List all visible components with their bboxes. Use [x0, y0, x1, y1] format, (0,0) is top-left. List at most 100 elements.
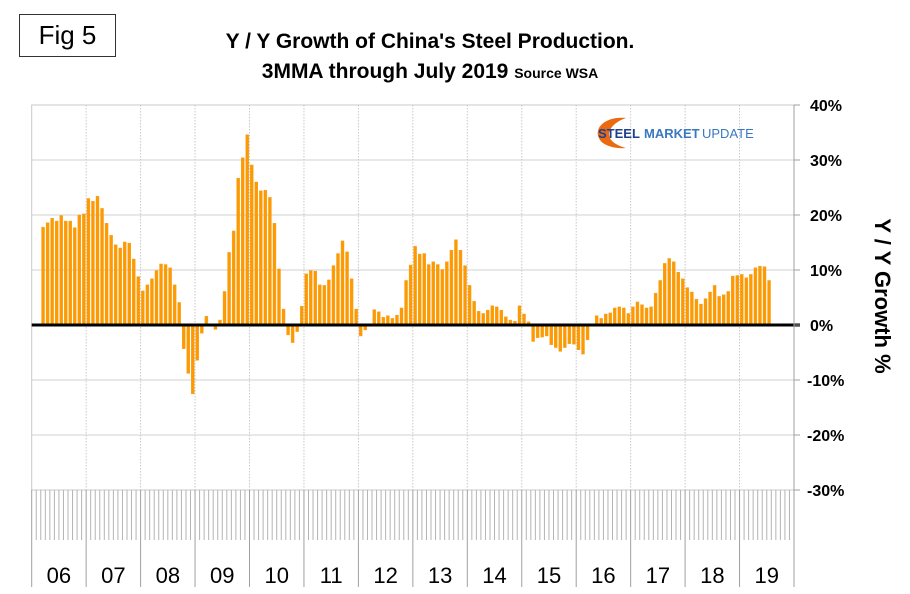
bar	[68, 220, 72, 326]
bar	[531, 324, 535, 342]
x-tick-label: 06	[47, 563, 71, 588]
bar	[254, 181, 259, 326]
bar	[549, 324, 553, 345]
bar	[572, 324, 576, 345]
bar	[177, 302, 181, 326]
bar	[445, 261, 449, 326]
bar	[726, 291, 730, 326]
bar	[113, 244, 118, 326]
y-axis-title: Y / Y Growth %	[870, 218, 895, 373]
bar	[159, 263, 163, 326]
bar	[635, 301, 640, 326]
bar	[499, 309, 504, 326]
bar	[168, 267, 172, 326]
x-tick-label: 11	[320, 563, 343, 588]
bar	[413, 246, 417, 326]
bar	[222, 291, 227, 326]
bar	[708, 291, 712, 326]
chart-title-block: Y / Y Growth of China's Steel Production…	[150, 27, 710, 88]
x-tick-label: 10	[264, 563, 288, 588]
year-ticks	[31, 490, 795, 587]
bar	[617, 306, 622, 326]
bar	[644, 307, 649, 326]
bar	[59, 215, 63, 326]
bar	[558, 324, 563, 352]
bar	[585, 324, 590, 341]
bar	[186, 324, 190, 374]
x-tick-label: 17	[646, 563, 670, 588]
bar	[490, 305, 494, 326]
bar	[653, 292, 658, 326]
bar	[681, 278, 685, 326]
x-tick-label: 09	[210, 563, 234, 588]
bars	[41, 134, 771, 394]
bar	[231, 230, 236, 326]
bar	[358, 324, 363, 337]
bar	[123, 241, 127, 326]
bar	[236, 177, 240, 326]
bar	[417, 253, 422, 326]
chart-subtitle: 3MMA through July 2019	[261, 60, 509, 83]
bar	[672, 261, 676, 326]
bar	[735, 275, 739, 326]
steel-market-update-logo: STEEL MARKET UPDATE	[597, 117, 754, 149]
bar	[449, 249, 454, 326]
logo-word-market: MARKET	[644, 126, 700, 141]
bar	[481, 313, 485, 326]
bar	[440, 269, 445, 326]
bar	[749, 274, 753, 326]
x-tick-label: 15	[537, 563, 561, 588]
bar	[136, 276, 141, 326]
bar	[322, 285, 327, 326]
bar	[349, 278, 354, 326]
bar	[331, 265, 336, 326]
bar	[77, 214, 82, 326]
bar	[104, 223, 109, 326]
bar	[740, 274, 744, 326]
x-tick-label: 12	[373, 563, 397, 588]
bar	[486, 309, 490, 326]
logo-word-update: UPDATE	[702, 126, 754, 141]
bar	[100, 208, 104, 326]
bar	[631, 306, 635, 326]
bar	[567, 324, 572, 344]
bar	[667, 258, 671, 326]
bar	[712, 285, 717, 326]
x-tick-label: 14	[482, 563, 506, 588]
bar	[517, 305, 522, 326]
bar	[685, 287, 690, 326]
y-tick-labels: 40% 30% 20% 10% 0% -10% -20% -30%	[807, 98, 844, 500]
bar	[268, 197, 272, 326]
bar	[717, 296, 721, 326]
bar	[182, 324, 186, 349]
bar	[227, 252, 231, 326]
bar	[41, 226, 45, 326]
bar	[545, 324, 549, 337]
bar	[649, 306, 653, 326]
bar	[163, 264, 168, 326]
bar	[281, 308, 286, 326]
bar	[767, 280, 771, 326]
bar	[299, 306, 304, 326]
bar	[731, 275, 735, 326]
month-ticks	[35, 490, 790, 540]
bar	[91, 201, 95, 326]
bar	[422, 253, 426, 326]
bar	[535, 324, 540, 338]
bar	[703, 298, 708, 326]
x-tick-label: 08	[156, 563, 180, 588]
bar	[454, 239, 458, 326]
bar	[563, 324, 567, 348]
bar	[522, 313, 526, 326]
bar	[277, 268, 281, 326]
bar	[408, 264, 413, 326]
bar	[372, 309, 376, 326]
y-tick-label: 30%	[810, 153, 842, 170]
bar	[336, 253, 340, 326]
bar	[472, 301, 476, 326]
bar	[576, 324, 581, 350]
bar	[250, 164, 254, 326]
bar	[45, 222, 50, 326]
bar	[240, 157, 245, 326]
